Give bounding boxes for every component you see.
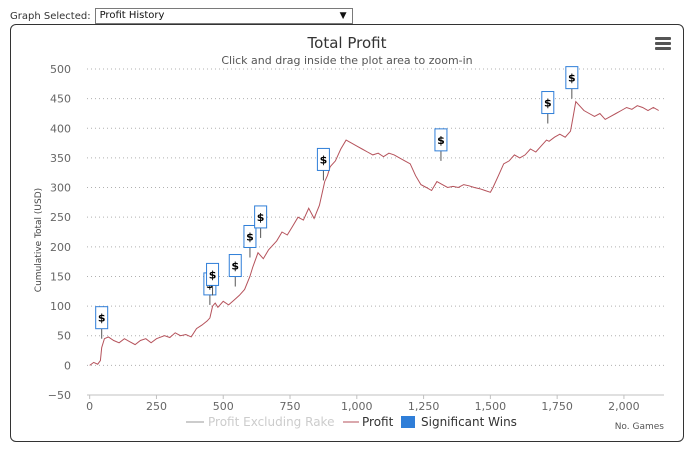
win-flag-icon[interactable] bbox=[243, 224, 257, 248]
y-tick-label: 200 bbox=[50, 241, 71, 254]
y-tick-label: −50 bbox=[48, 389, 71, 402]
x-tick-label: 250 bbox=[146, 400, 167, 413]
x-tick-label: 1,250 bbox=[408, 400, 440, 413]
y-tick-label: 50 bbox=[57, 330, 71, 343]
graph-selector-bar: Graph Selected: Profit History ▼ bbox=[10, 7, 353, 25]
y-tick-label: 250 bbox=[50, 211, 71, 224]
dropdown-arrow-icon[interactable]: ▼ bbox=[339, 11, 347, 21]
win-flag-label: $ bbox=[437, 134, 445, 147]
x-tick-label: 1,000 bbox=[341, 400, 373, 413]
legend-label-significant-wins[interactable]: Significant Wins bbox=[421, 415, 517, 429]
win-flag-label: $ bbox=[98, 312, 106, 325]
profit-series-line[interactable] bbox=[89, 100, 659, 366]
y-tick-label: 350 bbox=[50, 152, 71, 165]
y-tick-label: 100 bbox=[50, 300, 71, 313]
y-tick-label: 450 bbox=[50, 93, 71, 106]
chart-subtitle: Click and drag inside the plot area to z… bbox=[221, 54, 472, 67]
y-tick-label: 0 bbox=[64, 359, 71, 372]
win-flag-label: $ bbox=[568, 72, 576, 85]
win-flag-label: $ bbox=[257, 211, 265, 224]
y-tick-label: 400 bbox=[50, 122, 71, 135]
chart-panel: Total Profit Click and drag inside the pl… bbox=[10, 24, 684, 442]
win-flag-icon[interactable] bbox=[316, 147, 330, 171]
win-flag-icon[interactable] bbox=[95, 306, 109, 330]
win-flag-icon[interactable] bbox=[565, 66, 579, 90]
win-flag-icon[interactable] bbox=[254, 205, 268, 229]
win-flag-icon[interactable] bbox=[228, 254, 242, 278]
y-tick-label: 500 bbox=[50, 63, 71, 76]
win-flag-label: $ bbox=[544, 97, 552, 110]
y-tick-label: 150 bbox=[50, 270, 71, 283]
y-tick-label: 300 bbox=[50, 182, 71, 195]
graph-select-value: Profit History bbox=[99, 10, 165, 21]
x-tick-label: 1,750 bbox=[541, 400, 573, 413]
graph-select-dropdown[interactable]: Profit History ▼ bbox=[94, 8, 353, 24]
graph-selected-label: Graph Selected: bbox=[10, 10, 91, 22]
x-tick-label: 1,500 bbox=[475, 400, 507, 413]
profit-chart[interactable]: Total Profit Click and drag inside the pl… bbox=[11, 25, 683, 441]
x-tick-label: 500 bbox=[213, 400, 234, 413]
win-flag-label: $ bbox=[209, 268, 217, 281]
win-flag-icon[interactable] bbox=[206, 262, 220, 286]
win-flag-label: $ bbox=[231, 260, 239, 273]
x-tick-label: 750 bbox=[280, 400, 301, 413]
x-tick-label: 0 bbox=[86, 400, 93, 413]
x-tick-label: 2,000 bbox=[608, 400, 640, 413]
win-flag-label: $ bbox=[246, 230, 254, 243]
chart-title: Total Profit bbox=[307, 34, 387, 52]
win-flag-icon[interactable] bbox=[434, 128, 448, 152]
y-axis-title: Cumulative Total (USD) bbox=[34, 188, 44, 292]
legend-swatch-significant-wins[interactable] bbox=[401, 416, 415, 428]
legend-label-excluding-rake[interactable]: Profit Excluding Rake bbox=[208, 415, 334, 429]
win-flag-label: $ bbox=[320, 153, 328, 166]
chart-menu-icon[interactable] bbox=[655, 37, 671, 50]
win-flag-icon[interactable] bbox=[541, 91, 555, 115]
legend-label-profit[interactable]: Profit bbox=[362, 415, 394, 429]
x-axis-title: No. Games bbox=[615, 422, 665, 432]
